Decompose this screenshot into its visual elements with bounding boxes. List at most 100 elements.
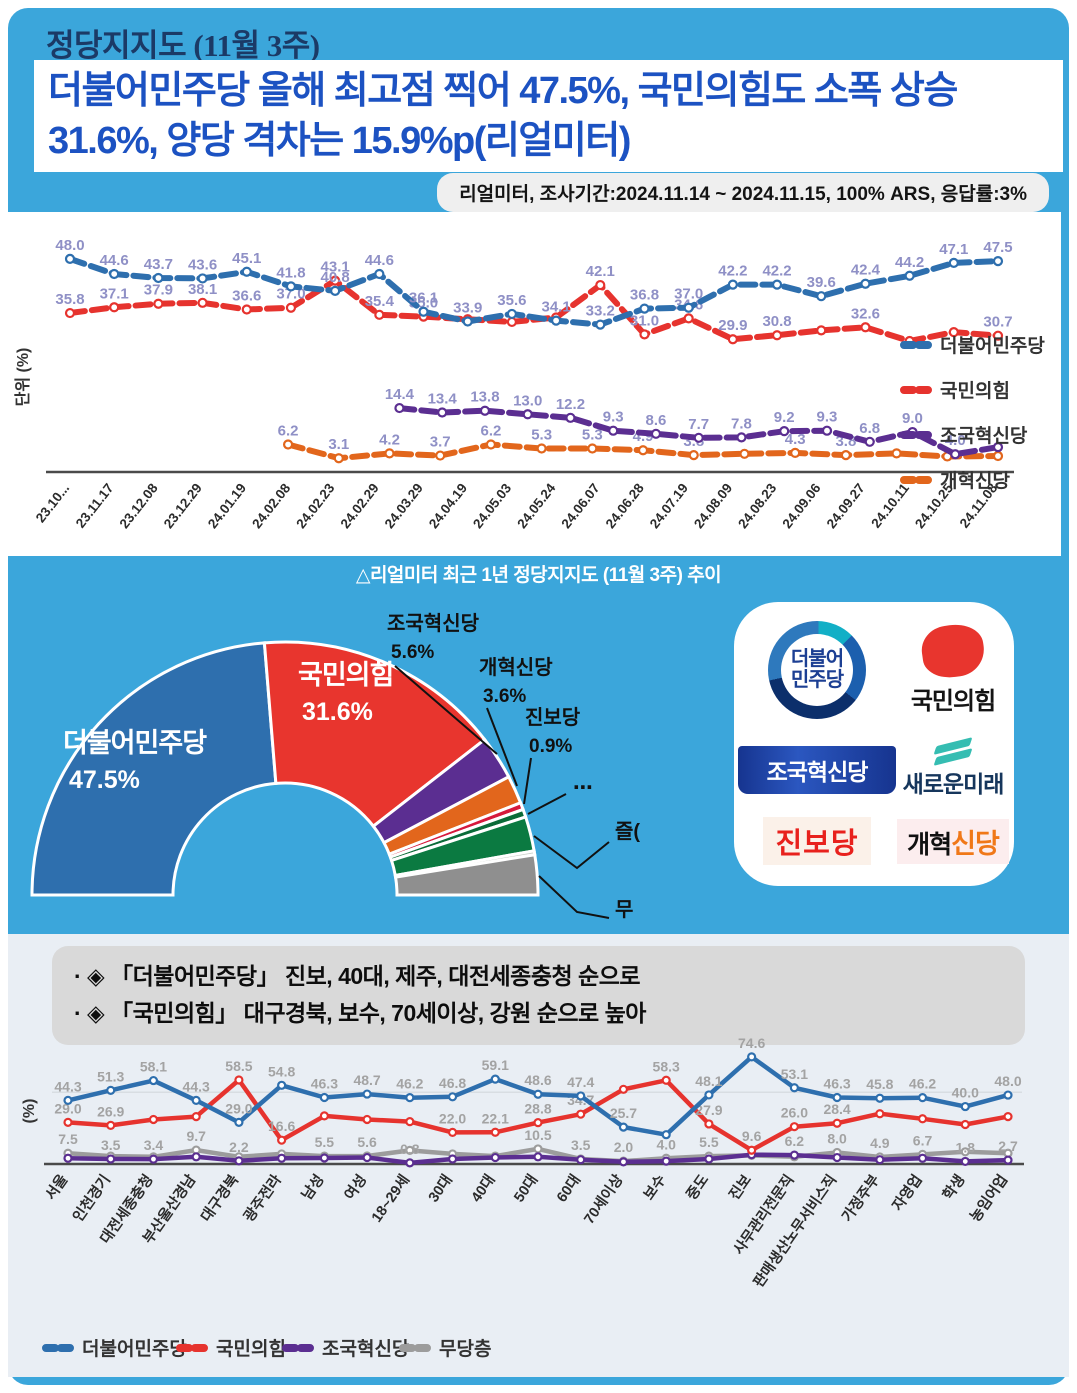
- trend-chart-panel: 단위 (%) 23.10... 23.11.17 23.12.08 23.12.29 24…: [8, 212, 1061, 556]
- data-point: [277, 1135, 287, 1145]
- data-point: [661, 1156, 671, 1166]
- data-point: [832, 1152, 842, 1163]
- data-label: 58.1: [140, 1059, 167, 1075]
- data-point: [1003, 1090, 1013, 1100]
- x-tick-label: 24.07.19: [647, 481, 691, 532]
- data-point: [330, 285, 341, 296]
- data-point: [64, 253, 76, 264]
- headline-box: 더불어민주당 올해 최고점 찍어 47.5%, 국민의힘도 소폭 상승 31.6…: [34, 60, 1063, 173]
- donut-leader-line: [538, 875, 610, 919]
- data-point: [106, 1154, 116, 1164]
- x-tick-label: 24.10.11: [868, 480, 912, 530]
- data-point: [191, 1112, 201, 1122]
- x-tick-label: 24.04.19: [426, 481, 470, 532]
- data-label: 3.4: [144, 1137, 164, 1153]
- new-future-chevron-icon: [933, 736, 973, 766]
- data-point: [418, 306, 429, 317]
- donut-outside-label: 개혁신당: [479, 656, 553, 679]
- data-point: [739, 448, 750, 459]
- data-point: [650, 428, 662, 439]
- data-point: [875, 1093, 885, 1103]
- data-point: [618, 1084, 629, 1094]
- data-label: 1.8: [956, 1139, 976, 1155]
- x-tick-label: 서울: [42, 1172, 71, 1204]
- data-label: 40.8: [321, 269, 350, 286]
- x-tick-label: 24.01.19: [205, 481, 249, 532]
- data-label: 46.2: [909, 1076, 936, 1092]
- data-label: 8.0: [827, 1131, 847, 1147]
- data-label: 53.1: [781, 1066, 808, 1082]
- data-label: 33.2: [586, 303, 615, 320]
- data-point: [727, 334, 738, 345]
- data-point: [362, 1089, 372, 1099]
- data-label: 42.4: [851, 262, 881, 279]
- data-label: 27.9: [695, 1102, 722, 1118]
- donut-leader-line: [394, 665, 498, 755]
- data-label: 46.2: [396, 1076, 423, 1092]
- data-point: [891, 448, 902, 459]
- data-label: 34.1: [541, 299, 570, 316]
- data-label: 9.2: [774, 409, 795, 426]
- data-point: [747, 1052, 757, 1062]
- data-label: 8.6: [646, 412, 667, 429]
- data-point: [405, 1093, 415, 1103]
- reform-logo-black: 개혁: [907, 830, 952, 859]
- data-point: [747, 1145, 757, 1155]
- data-point: [63, 1117, 73, 1127]
- new-future-logo: 새로운미래: [903, 736, 1004, 799]
- data-label: 74.6: [738, 1036, 765, 1051]
- data-label: 2.7: [998, 1138, 1018, 1154]
- data-label: 37.9: [144, 282, 173, 299]
- reform-logo-orange: 신당: [951, 828, 1000, 859]
- data-point: [490, 1074, 500, 1084]
- data-point: [490, 1127, 500, 1137]
- data-label: 47.1: [939, 241, 968, 258]
- x-tick-label: 자영업: [888, 1171, 926, 1214]
- data-point: [285, 302, 297, 313]
- data-point: [661, 1130, 671, 1140]
- data-label: 59.1: [482, 1057, 509, 1073]
- data-label: 45.8: [866, 1076, 893, 1092]
- data-point: [437, 407, 448, 418]
- data-point: [384, 448, 395, 459]
- x-tick-label: 50대: [510, 1172, 541, 1206]
- x-tick-label: 24.05.24: [514, 480, 558, 531]
- data-label: 48.0: [994, 1073, 1021, 1089]
- data-point: [637, 445, 649, 456]
- data-label: 37.1: [100, 285, 129, 302]
- x-tick-label: 농임어업: [967, 1172, 1012, 1225]
- x-tick-label: 40대: [468, 1172, 499, 1206]
- data-point: [148, 1114, 159, 1125]
- data-point: [608, 425, 619, 436]
- data-label: 7.8: [731, 415, 752, 432]
- data-point: [840, 450, 851, 461]
- data-label: 31.0: [630, 312, 659, 329]
- legend-item-국민의힘: 국민의힘: [176, 1338, 286, 1360]
- data-point: [447, 1092, 458, 1102]
- legend-label: 국민의힘: [216, 1338, 286, 1360]
- data-point: [64, 307, 76, 319]
- x-tick-label: 24.05.03: [470, 480, 514, 531]
- data-label: 28.8: [524, 1101, 551, 1117]
- data-label: 36.1: [409, 290, 438, 307]
- data-label: 58.5: [225, 1058, 252, 1074]
- data-label: 46.3: [823, 1076, 850, 1092]
- data-point: [109, 302, 120, 313]
- data-label: 47.5: [983, 239, 1012, 256]
- data-label: 6.8: [859, 420, 880, 437]
- data-label: 35.8: [55, 291, 84, 308]
- donut-leader-line: [527, 793, 567, 815]
- data-label: 6.7: [913, 1132, 933, 1148]
- data-point: [576, 1155, 586, 1165]
- data-point: [447, 1154, 458, 1164]
- data-label: 44.6: [100, 252, 129, 269]
- data-point: [333, 453, 344, 464]
- series-조국혁신당: 14.4 13.4 13.8 13.0 12.2 9.3 8.6 7.7 7.8 9.2 9.3 6.…: [385, 386, 1004, 460]
- y-axis-label: 단위 (%): [14, 348, 32, 407]
- series-더불어민주당: 44.3 51.3 58.1 44.3 29.0 54.8 46.3 48.7 46.2 46.8…: [54, 1035, 1022, 1140]
- data-label: 5.3: [531, 426, 552, 443]
- data-point: [153, 272, 164, 284]
- data-point: [771, 330, 783, 341]
- x-tick-label: 24.09.06: [779, 480, 823, 531]
- data-point: [816, 291, 827, 302]
